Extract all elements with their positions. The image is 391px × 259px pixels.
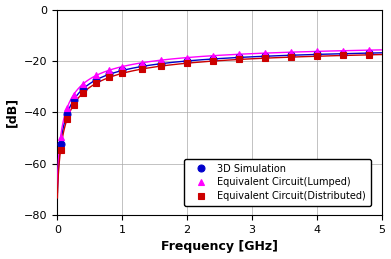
3D Simulation (263, 55, 267, 58)
Equivalent Circuit(Distributed) (139, 68, 144, 71)
Equivalent Circuit(Distributed) (120, 72, 125, 75)
Equivalent Circuit(Distributed) (159, 64, 163, 68)
3D Simulation (81, 87, 86, 90)
Equivalent Circuit(Lumped) (81, 82, 86, 85)
3D Simulation (120, 69, 125, 72)
3D Simulation (139, 65, 144, 68)
3D Simulation (107, 73, 111, 76)
3D Simulation (185, 59, 190, 62)
X-axis label: Frequency [GHz]: Frequency [GHz] (161, 240, 278, 254)
Equivalent Circuit(Lumped) (139, 61, 144, 64)
Equivalent Circuit(Lumped) (341, 49, 345, 52)
Line: Equivalent Circuit(Lumped): Equivalent Circuit(Lumped) (57, 47, 373, 140)
Equivalent Circuit(Distributed) (185, 62, 190, 65)
Equivalent Circuit(Distributed) (341, 54, 345, 57)
Equivalent Circuit(Distributed) (367, 53, 371, 56)
Equivalent Circuit(Lumped) (211, 54, 215, 57)
Equivalent Circuit(Distributed) (58, 148, 63, 151)
Equivalent Circuit(Lumped) (237, 53, 242, 56)
Equivalent Circuit(Distributed) (71, 103, 76, 106)
Equivalent Circuit(Distributed) (211, 60, 215, 63)
Equivalent Circuit(Lumped) (315, 50, 319, 53)
Y-axis label: [dB]: [dB] (5, 97, 18, 127)
Equivalent Circuit(Lumped) (185, 56, 190, 59)
Equivalent Circuit(Distributed) (237, 58, 242, 61)
3D Simulation (65, 112, 70, 116)
Line: Equivalent Circuit(Distributed): Equivalent Circuit(Distributed) (58, 52, 372, 153)
Equivalent Circuit(Lumped) (107, 69, 111, 72)
Equivalent Circuit(Distributed) (94, 82, 99, 85)
3D Simulation (58, 142, 63, 145)
Line: 3D Simulation: 3D Simulation (57, 50, 373, 147)
Equivalent Circuit(Lumped) (94, 74, 99, 77)
Equivalent Circuit(Distributed) (263, 57, 267, 60)
Equivalent Circuit(Distributed) (65, 118, 70, 121)
3D Simulation (71, 99, 76, 102)
Equivalent Circuit(Distributed) (107, 76, 111, 79)
3D Simulation (159, 62, 163, 65)
Equivalent Circuit(Distributed) (81, 91, 86, 94)
3D Simulation (367, 52, 371, 55)
Equivalent Circuit(Lumped) (120, 65, 125, 68)
3D Simulation (341, 52, 345, 55)
Equivalent Circuit(Lumped) (71, 93, 76, 96)
Equivalent Circuit(Lumped) (65, 106, 70, 110)
Equivalent Circuit(Lumped) (367, 49, 371, 52)
3D Simulation (237, 56, 242, 59)
3D Simulation (315, 53, 319, 56)
Equivalent Circuit(Distributed) (315, 55, 319, 58)
Equivalent Circuit(Lumped) (263, 52, 267, 55)
3D Simulation (289, 54, 293, 57)
Equivalent Circuit(Lumped) (159, 59, 163, 62)
Equivalent Circuit(Distributed) (289, 55, 293, 59)
Legend: 3D Simulation, Equivalent Circuit(Lumped), Equivalent Circuit(Distributed): 3D Simulation, Equivalent Circuit(Lumped… (184, 159, 371, 206)
Equivalent Circuit(Lumped) (58, 135, 63, 139)
3D Simulation (94, 78, 99, 81)
3D Simulation (211, 57, 215, 61)
Equivalent Circuit(Lumped) (289, 51, 293, 54)
